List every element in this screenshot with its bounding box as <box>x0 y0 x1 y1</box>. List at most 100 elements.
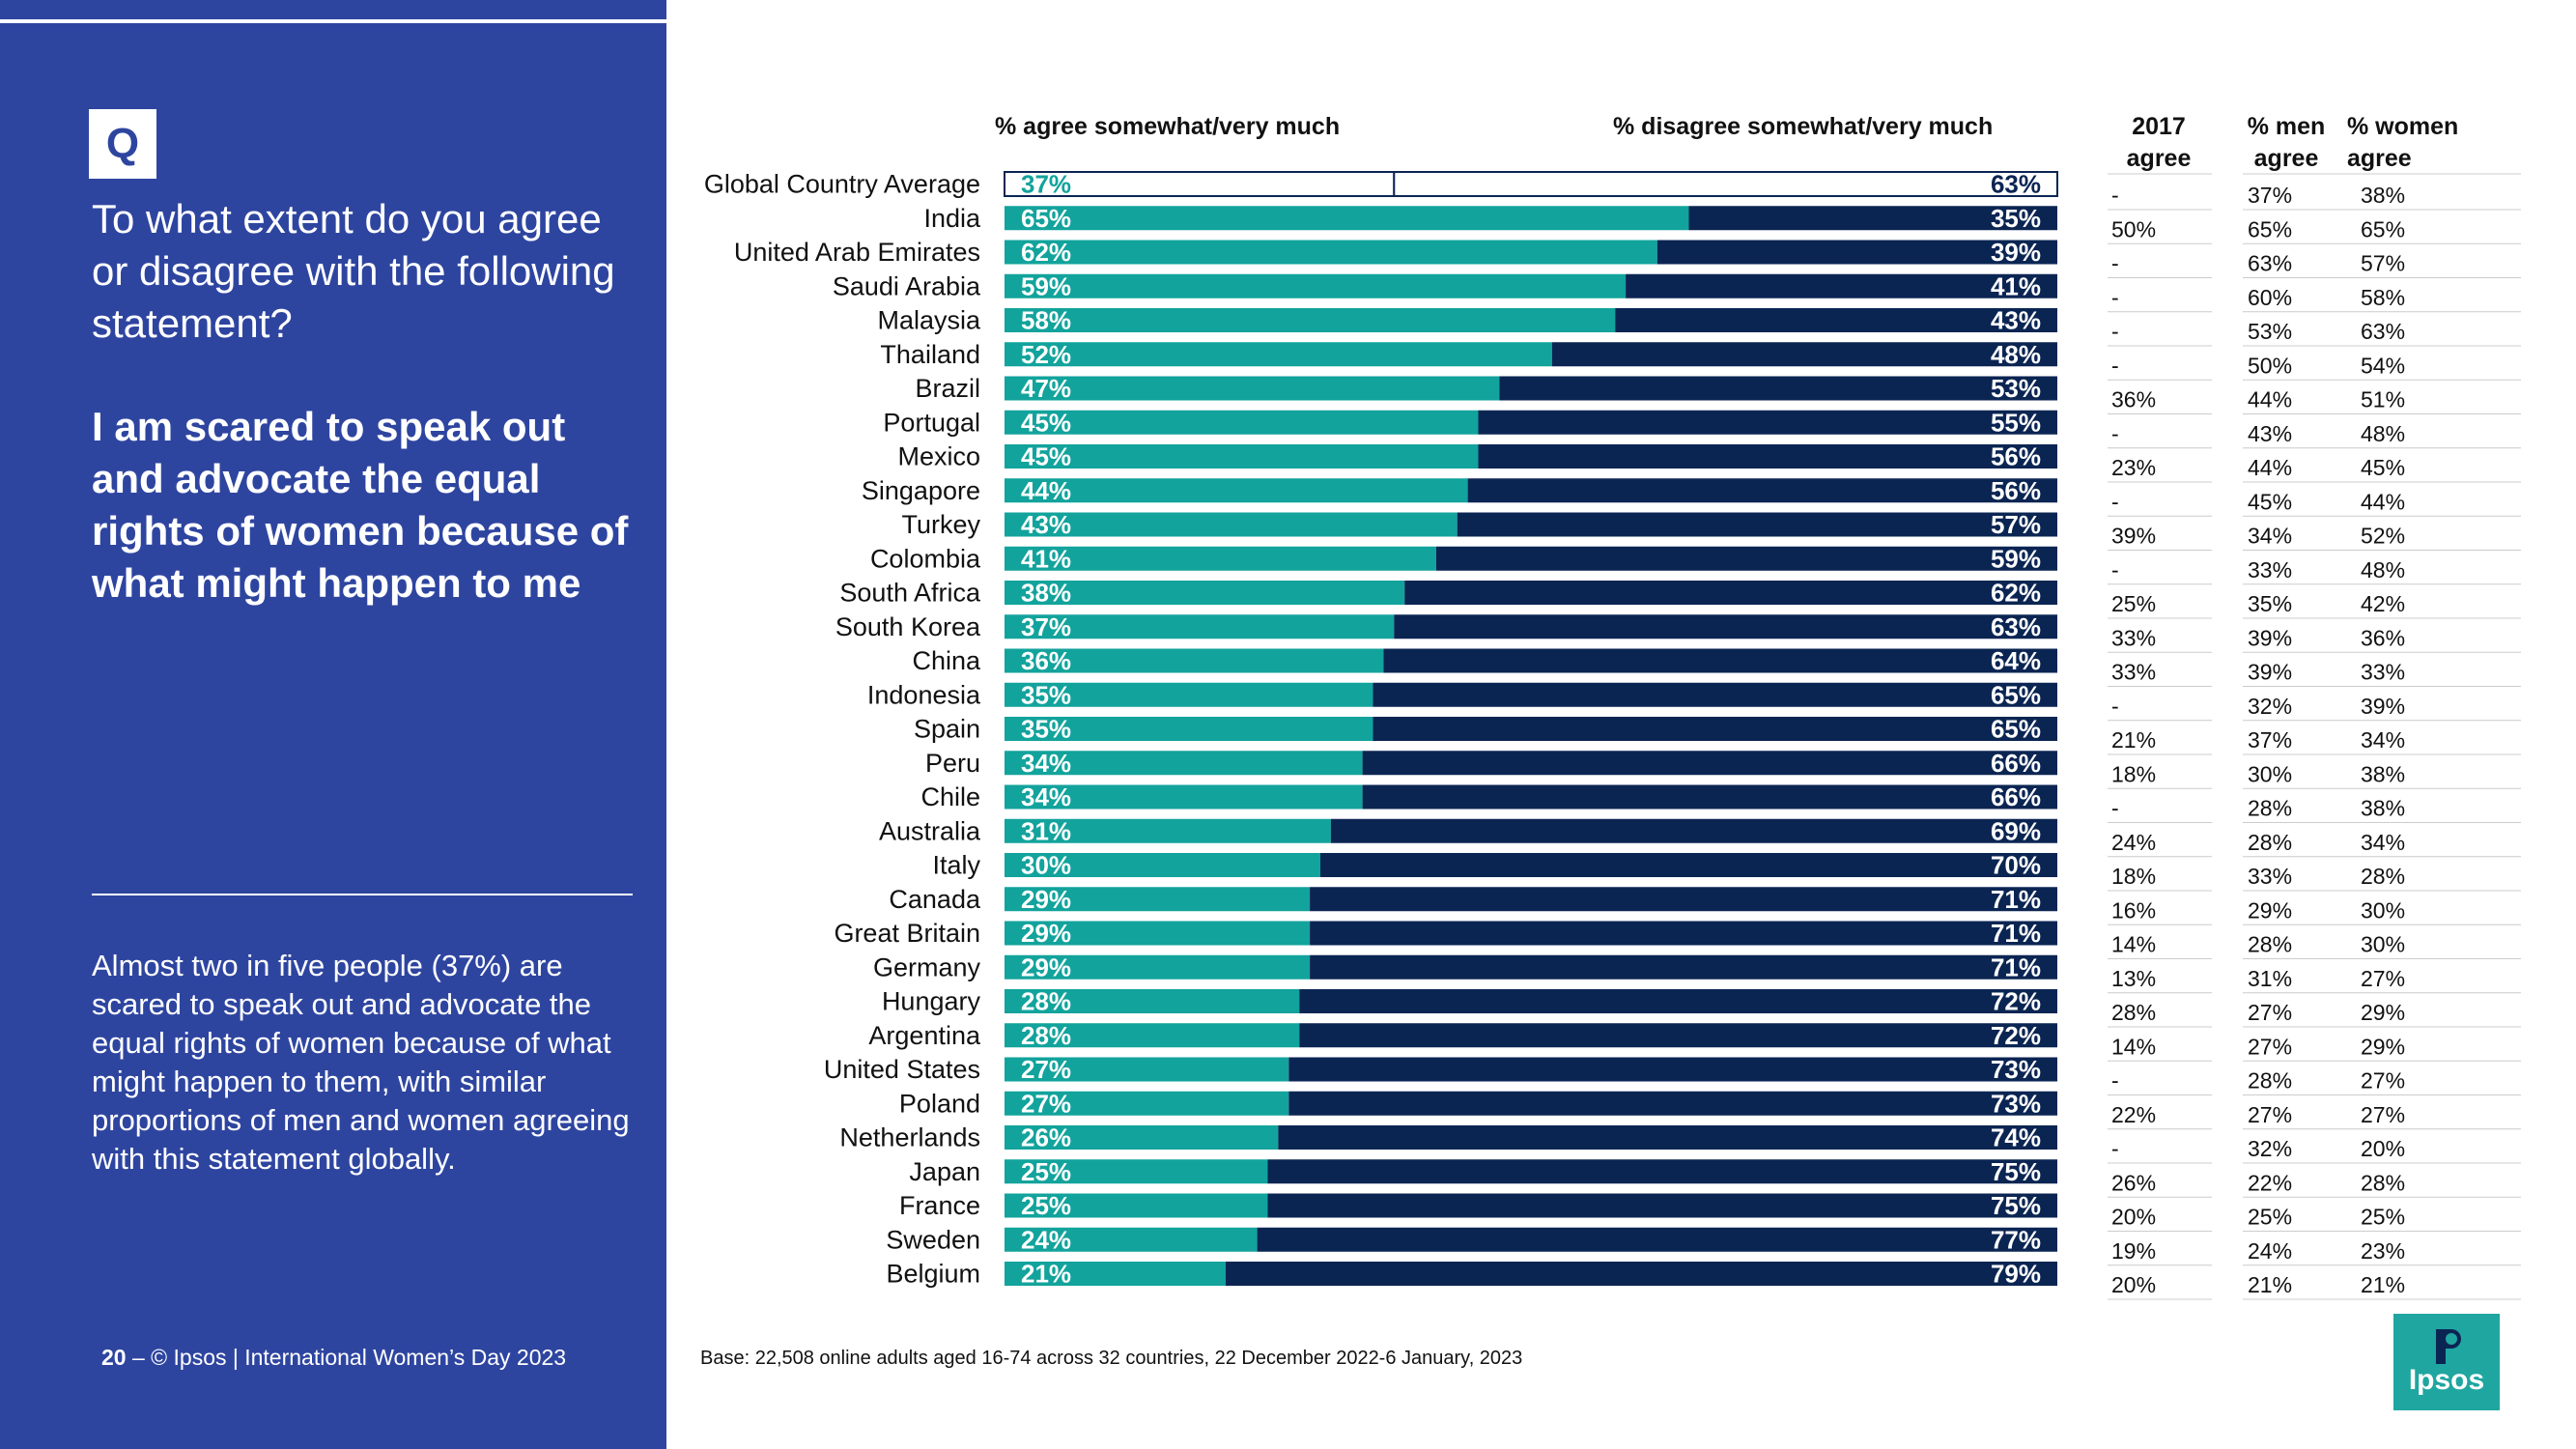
disagree-value-label: 71% <box>1991 952 2041 981</box>
value-2017: - <box>2111 1136 2119 1161</box>
disagree-value-label: 72% <box>1991 987 2041 1016</box>
value-women: 21% <box>2361 1272 2405 1297</box>
value-men: 30% <box>2248 761 2292 786</box>
disagree-bar <box>1310 887 2057 912</box>
country-label: Argentina <box>868 1021 981 1050</box>
country-label: Singapore <box>862 476 980 505</box>
disagree-value-label: 56% <box>1991 476 2041 505</box>
value-2017: - <box>2111 353 2119 378</box>
header-men: % men agree <box>2247 113 2326 172</box>
agree-bar <box>1005 887 1311 912</box>
disagree-value-label: 65% <box>1991 715 2041 744</box>
value-women: 45% <box>2361 455 2405 480</box>
value-2017: 50% <box>2111 216 2156 242</box>
country-label: United States <box>824 1055 980 1084</box>
disagree-value-label: 59% <box>1991 544 2041 573</box>
agree-bar <box>1005 1023 1300 1048</box>
disagree-value-label: 79% <box>1991 1260 2041 1289</box>
country-label: Colombia <box>870 544 981 573</box>
agree-bar <box>1005 444 1479 469</box>
disagree-bar <box>1267 1159 2057 1184</box>
value-2017: 18% <box>2111 761 2156 786</box>
agree-value-label: 27% <box>1021 1089 1071 1118</box>
agree-bar <box>1005 614 1395 639</box>
value-men: 25% <box>2248 1205 2292 1230</box>
disagree-bar <box>1499 376 2057 401</box>
agree-value-label: 36% <box>1021 646 1071 675</box>
logo-text: Ipsos <box>2408 1364 2485 1396</box>
ipsos-logo: Ipsos <box>2393 1314 2500 1410</box>
question-badge: Q <box>89 109 156 179</box>
value-men: 33% <box>2248 557 2292 582</box>
disagree-bar <box>1288 1057 2057 1082</box>
disagree-value-label: 41% <box>1991 271 2041 300</box>
agree-value-label: 29% <box>1021 919 1071 948</box>
agree-bar <box>1005 921 1311 946</box>
agree-value-label: 52% <box>1021 340 1071 369</box>
country-label: Thailand <box>880 340 980 369</box>
agree-bar <box>1005 410 1479 435</box>
disagree-value-label: 73% <box>1991 1055 2041 1084</box>
value-2017: 24% <box>2111 830 2156 855</box>
disagree-bar <box>1362 784 2057 810</box>
summary-text: Almost two in five people (37%) are scar… <box>92 949 630 1176</box>
agree-bar <box>1005 989 1300 1013</box>
country-label: Australia <box>879 816 981 845</box>
agree-value-label: 27% <box>1021 1055 1071 1084</box>
value-women: 48% <box>2361 421 2405 446</box>
page-number: 20 <box>101 1345 127 1370</box>
disagree-bar <box>1656 240 2057 265</box>
value-men: 27% <box>2248 1000 2292 1025</box>
agree-value-label: 62% <box>1021 238 1071 267</box>
value-2017: - <box>2111 251 2119 276</box>
value-men: 21% <box>2248 1272 2292 1297</box>
disagree-value-label: 71% <box>1991 885 2041 914</box>
disagree-value-label: 66% <box>1991 782 2041 811</box>
disagree-bar <box>1457 512 2057 537</box>
agree-value-label: 35% <box>1021 680 1071 709</box>
disagree-bar <box>1299 989 2057 1013</box>
value-men: 27% <box>2248 1034 2292 1059</box>
country-label: Mexico <box>897 442 980 471</box>
value-women: 27% <box>2361 1068 2405 1094</box>
value-women: 38% <box>2361 183 2405 208</box>
agree-bar <box>1005 1057 1289 1082</box>
country-label: Global Country Average <box>704 170 980 199</box>
value-women: 27% <box>2361 1102 2405 1127</box>
disagree-value-label: 62% <box>1991 579 2041 608</box>
agree-bar <box>1005 682 1373 707</box>
disagree-bar <box>1299 1023 2057 1048</box>
value-2017: 22% <box>2111 1102 2156 1127</box>
value-2017: 26% <box>2111 1170 2156 1195</box>
value-2017: - <box>2111 285 2119 310</box>
disagree-bar <box>1373 682 2057 707</box>
disagree-bar <box>1320 853 2057 877</box>
country-label: China <box>912 646 981 675</box>
agree-value-label: 47% <box>1021 374 1071 403</box>
disagree-value-label: 48% <box>1991 340 2041 369</box>
value-2017: 36% <box>2111 387 2156 412</box>
value-women: 30% <box>2361 932 2405 957</box>
value-women: 52% <box>2361 524 2405 549</box>
value-2017: - <box>2111 183 2119 208</box>
disagree-bar <box>1551 342 2057 367</box>
agree-value-label: 38% <box>1021 579 1071 608</box>
value-men: 28% <box>2248 796 2292 821</box>
disagree-bar <box>1288 1091 2057 1116</box>
disagree-bar <box>1688 206 2057 231</box>
value-men: 24% <box>2248 1238 2292 1264</box>
country-label: Portugal <box>883 408 980 437</box>
country-label: South Africa <box>839 579 981 608</box>
value-men: 37% <box>2248 183 2292 208</box>
value-women: 34% <box>2361 727 2405 753</box>
question-text: To what extent do you agree or disagree … <box>92 196 615 346</box>
value-2017: - <box>2111 557 2119 582</box>
disagree-value-label: 72% <box>1991 1021 2041 1050</box>
disagree-value-label: 65% <box>1991 680 2041 709</box>
agree-bar <box>1005 1159 1268 1184</box>
country-label: India <box>923 204 981 233</box>
value-men: 65% <box>2248 216 2292 242</box>
value-2017: - <box>2111 1068 2119 1094</box>
value-men: 39% <box>2248 660 2292 685</box>
disagree-bar <box>1478 410 2057 435</box>
